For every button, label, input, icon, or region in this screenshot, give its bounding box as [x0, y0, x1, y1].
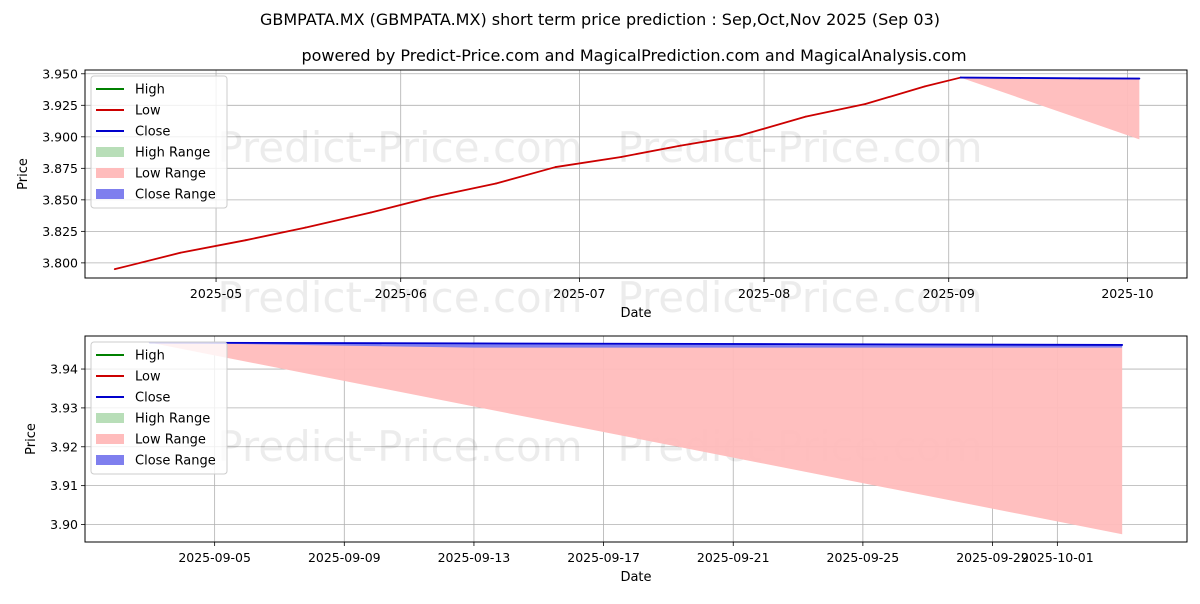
chart-title: GBMPATA.MX (GBMPATA.MX) short term price… — [260, 10, 940, 29]
range-fill-low-range — [149, 342, 1123, 535]
data-point — [1078, 77, 1081, 80]
legend-label: Close — [135, 391, 170, 406]
x-tick-label: 2025-08 — [738, 286, 790, 301]
chart-legend: High Low Close High Range Low Range Close Ran… — [90, 341, 228, 475]
x-axis-label: Date — [620, 306, 651, 321]
legend-box — [90, 341, 228, 475]
chart-subtitle: powered by Predict-Price.com and Magical… — [301, 46, 966, 65]
legend-label: Close Range — [135, 454, 216, 469]
y-tick-label: 3.925 — [42, 98, 78, 113]
y-tick-label: 3.850 — [42, 192, 78, 207]
data-point — [620, 156, 623, 158]
x-tick-label: 2025-09-21 — [697, 550, 770, 565]
y-tick-label: 3.93 — [50, 400, 78, 415]
data-point — [495, 182, 497, 185]
legend-label: High Range — [135, 146, 210, 161]
watermark-text: Predict-Price.com — [217, 422, 582, 471]
legend-swatch-patch — [96, 147, 124, 157]
data-point — [179, 251, 182, 254]
x-tick-label: 2025-09 — [923, 286, 975, 301]
watermark-text: Predict-Price.com — [617, 273, 982, 322]
y-tick-label: 3.94 — [50, 362, 78, 377]
data-point — [924, 85, 926, 88]
legend-swatch-patch — [96, 434, 124, 444]
watermark-text: Predict-Price.com — [217, 273, 582, 322]
x-tick-label: 2025-09-29 — [956, 550, 1029, 565]
y-axis-label: Price — [16, 158, 31, 190]
chart-panel-1: 3.800 3.825 3.850 3.875 3.900 3.925 3.950 2025-… — [16, 66, 1188, 322]
x-tick-label: 2025-07 — [553, 286, 605, 301]
y-tick-label: 3.825 — [42, 224, 78, 239]
data-point — [370, 211, 372, 214]
plot-frame — [84, 69, 1188, 279]
legend-swatch-patch — [96, 413, 124, 423]
series-line-close — [149, 341, 1123, 346]
series-line-close — [960, 76, 1140, 80]
legend-swatch-patch — [96, 189, 124, 199]
legend-label: High — [135, 349, 165, 364]
y-tick-label: 3.800 — [42, 255, 78, 270]
range-fill-low-range — [960, 77, 1140, 140]
data-point — [473, 342, 475, 345]
data-point — [797, 343, 799, 346]
x-tick-label: 2025-05 — [190, 286, 242, 301]
data-point — [739, 134, 742, 137]
x-tick-label: 2025-06 — [375, 286, 427, 301]
watermark-text: Predict-Price.com — [617, 123, 982, 172]
y-axis-label: Price — [24, 423, 39, 455]
legend-swatch-patch — [96, 168, 124, 178]
series-line-low — [114, 76, 961, 271]
data-point — [429, 196, 432, 199]
legend-box — [90, 75, 228, 209]
legend-label: Low Range — [135, 167, 206, 182]
data-point — [804, 115, 807, 118]
chart-panel-2: 3.90 3.91 3.92 3.93 3.94 2025-09-05 2025-09-09… — [24, 335, 1188, 585]
chart-legend: High Low Close High Range Low Range Close Ran… — [90, 75, 228, 209]
legend-swatch-patch — [96, 455, 124, 465]
legend-label: Close — [135, 125, 170, 140]
y-tick-label: 3.90 — [50, 517, 78, 532]
x-tick-label: 2025-09-09 — [308, 550, 381, 565]
x-tick-label: 2025-09-05 — [178, 550, 251, 565]
plot-frame — [84, 335, 1188, 543]
x-axis-label: Date — [620, 570, 651, 585]
x-tick-label: 2025-09-25 — [827, 550, 900, 565]
legend-label: Low — [135, 370, 161, 385]
x-tick-label: 2025-10-01 — [1021, 550, 1094, 565]
x-tick-label: 2025-09-17 — [567, 550, 640, 565]
data-point — [864, 103, 867, 105]
data-point — [244, 239, 247, 242]
legend-label: Low Range — [135, 433, 206, 448]
data-point — [1138, 77, 1141, 80]
data-point — [1019, 77, 1022, 79]
legend-label: High Range — [135, 412, 210, 427]
y-tick-label: 3.92 — [50, 439, 78, 454]
data-point — [679, 144, 682, 147]
data-point — [959, 76, 962, 79]
x-tick-label: 2025-09-13 — [438, 550, 511, 565]
data-point — [1121, 344, 1124, 346]
watermark-text: Predict-Price.com — [217, 123, 582, 172]
y-tick-label: 3.875 — [42, 161, 78, 176]
y-tick-label: 3.900 — [42, 129, 78, 144]
y-tick-label: 3.91 — [50, 478, 78, 493]
legend-label: High — [135, 83, 165, 98]
y-tick-label: 3.950 — [42, 66, 78, 81]
legend-label: Close Range — [135, 188, 216, 203]
data-point — [554, 166, 557, 168]
data-point — [304, 226, 307, 229]
x-tick-label: 2025-10 — [1101, 286, 1153, 301]
data-point — [113, 268, 116, 271]
legend-label: Low — [135, 104, 161, 119]
